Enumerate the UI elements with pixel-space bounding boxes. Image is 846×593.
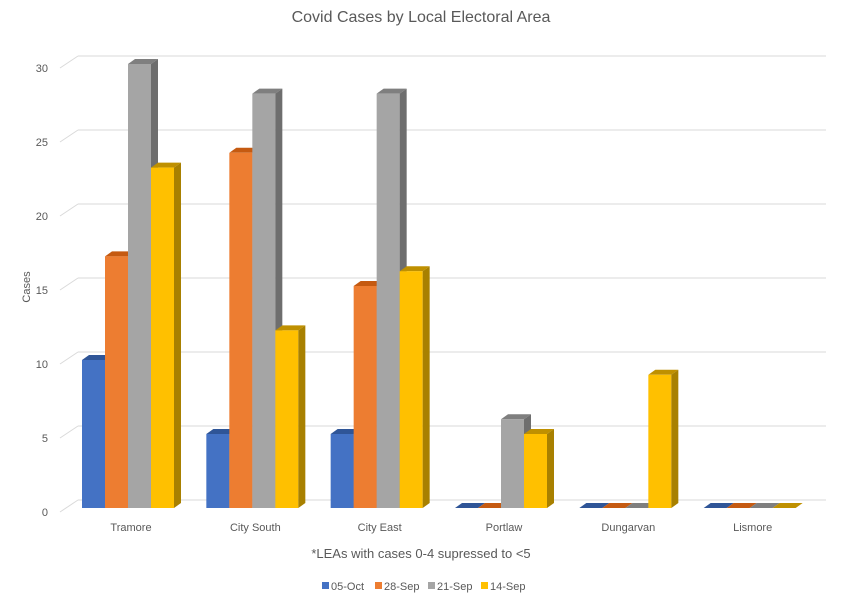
legend: 05-Oct 28-Sep 21-Sep 14-Sep	[322, 581, 525, 593]
y-tick-label: 25	[36, 137, 48, 149]
bar-top	[206, 429, 237, 434]
bar-top	[455, 503, 485, 508]
bar-front	[501, 419, 524, 508]
bar-top	[625, 503, 656, 508]
bar-top	[726, 503, 757, 508]
bar	[602, 503, 633, 508]
bar	[579, 503, 610, 508]
gridline-diagonal	[59, 425, 79, 439]
gridline-diagonal	[59, 203, 79, 217]
bar-front	[105, 256, 128, 508]
legend-label: 21-Sep	[437, 581, 472, 593]
bar-top	[648, 369, 679, 375]
bar-front	[648, 374, 672, 508]
bar-top	[478, 503, 508, 508]
x-tick-label: Dungarvan	[601, 522, 655, 534]
gridline-diagonal	[59, 351, 79, 365]
bar-front	[151, 167, 174, 508]
bar-side	[547, 429, 554, 508]
bar-top	[749, 503, 780, 508]
bar	[772, 503, 803, 508]
bar-front	[399, 271, 423, 508]
bar-front	[330, 434, 354, 508]
y-axis-label: Cases	[21, 271, 33, 303]
legend-label: 14-Sep	[490, 581, 525, 593]
bar	[726, 503, 757, 508]
y-tick-label: 15	[36, 285, 48, 297]
bar	[703, 503, 734, 508]
bar-top	[128, 59, 158, 64]
bar-front	[206, 434, 230, 508]
y-tick-label: 0	[42, 507, 48, 519]
bar-top	[330, 429, 361, 434]
gridline-diagonal	[59, 55, 79, 69]
bar-top	[82, 355, 112, 360]
bar	[478, 503, 508, 508]
gridline-diagonal	[59, 129, 79, 143]
legend-swatch	[375, 582, 382, 589]
legend-swatch	[322, 582, 329, 589]
bar-top	[501, 414, 531, 420]
bar-top	[772, 503, 803, 508]
y-tick-label: 30	[36, 63, 48, 75]
y-tick-label: 5	[42, 433, 48, 445]
annotation: *LEAs with cases 0-4 supressed to <5	[311, 546, 530, 561]
bar-front	[524, 434, 547, 508]
bar-front	[128, 64, 151, 508]
bar-top	[579, 503, 610, 508]
x-tick-label: City East	[358, 522, 402, 534]
bar-top	[275, 325, 306, 331]
gridlines	[59, 55, 826, 513]
y-tick-label: 20	[36, 211, 48, 223]
bar-top	[252, 88, 283, 94]
bar-top	[229, 147, 260, 153]
bar-side	[174, 162, 181, 508]
bar-top	[703, 503, 734, 508]
gridline-diagonal	[59, 277, 79, 291]
legend-item: 21-Sep	[428, 581, 472, 593]
gridline-diagonal	[59, 499, 79, 513]
legend-label: 05-Oct	[331, 581, 364, 593]
bar-front	[275, 330, 299, 508]
bar-front	[376, 93, 400, 508]
bar-front	[252, 93, 276, 508]
bar	[399, 266, 430, 508]
bar-front	[82, 360, 105, 508]
bar-top	[524, 429, 554, 434]
bar	[275, 325, 306, 508]
bar	[625, 503, 656, 508]
legend-swatch	[481, 582, 488, 589]
legend-item: 05-Oct	[322, 581, 364, 593]
x-tick-label: Portlaw	[486, 522, 523, 534]
bar	[455, 503, 485, 508]
bar-front	[353, 286, 377, 508]
x-tick-label: Tramore	[110, 522, 151, 534]
bar-top	[151, 162, 181, 168]
x-axis-labels: Tramore City South City East Portlaw Dungarv…	[110, 522, 772, 534]
bar-front	[229, 152, 253, 509]
legend-label: 28-Sep	[384, 581, 419, 593]
chart-title: Covid Cases by Local Electoral Area	[292, 9, 551, 26]
bars	[82, 59, 803, 509]
x-tick-label: Lismore	[733, 522, 772, 534]
legend-swatch	[428, 582, 435, 589]
x-tick-label: City South	[230, 522, 281, 534]
bar-top	[105, 251, 135, 257]
legend-item: 14-Sep	[481, 581, 525, 593]
legend-item: 28-Sep	[375, 581, 419, 593]
bar-side	[671, 369, 679, 508]
bar-side	[422, 266, 430, 508]
bar	[151, 162, 181, 508]
bar	[749, 503, 780, 508]
bar	[524, 429, 554, 508]
bar	[648, 369, 679, 508]
y-tick-label: 10	[36, 359, 48, 371]
bar-top	[376, 88, 407, 94]
bar-top	[353, 281, 384, 286]
bar-side	[298, 325, 306, 508]
bar-top	[602, 503, 633, 508]
bar-top	[399, 266, 430, 272]
y-axis-ticks: 0 5 10 15 20 25 30	[36, 63, 48, 519]
